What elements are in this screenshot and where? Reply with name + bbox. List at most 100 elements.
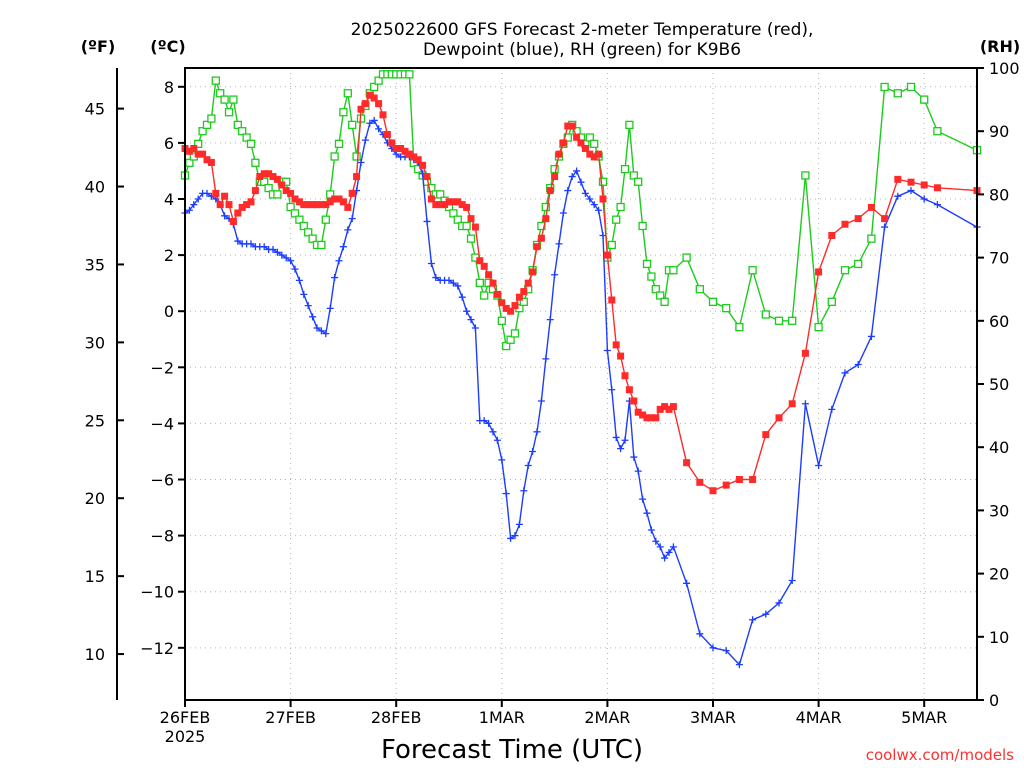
rh-tick-label: 90	[989, 122, 1009, 141]
dewpoint-point	[630, 453, 638, 461]
temperature-point	[441, 201, 449, 209]
temperature-point	[375, 100, 383, 108]
celsius-tick-label: −4	[150, 414, 174, 433]
dewpoint-point	[568, 173, 576, 181]
rh-point	[550, 164, 559, 174]
rh-point	[207, 114, 216, 123]
dewpoint-point	[749, 616, 757, 624]
rh-point	[827, 297, 836, 306]
dewpoint-point	[423, 217, 431, 225]
temperature-point	[542, 215, 550, 223]
fahrenheit-tick-label: 40	[85, 178, 105, 197]
temperature-point	[225, 201, 233, 209]
temperature-point	[634, 408, 642, 416]
temperature-point	[229, 217, 237, 225]
temperature-point	[401, 147, 409, 155]
celsius-tick-label: −12	[140, 639, 174, 658]
dewpoint-point	[515, 520, 523, 528]
rh-point	[590, 139, 599, 148]
rh-point	[453, 215, 462, 224]
temperature-point	[287, 189, 295, 197]
temperature-point	[269, 173, 277, 181]
rh-tick-label: 0	[989, 691, 999, 710]
temperature-point	[432, 201, 440, 209]
rh-point	[202, 120, 212, 130]
dewpoint-point	[260, 243, 268, 251]
temperature-series	[181, 91, 981, 495]
temperature-point	[471, 223, 479, 231]
temperature-point	[282, 187, 290, 195]
dewpoint-point	[520, 487, 528, 495]
temperature-point	[537, 234, 545, 242]
x-tick-label: 27FEB	[265, 708, 316, 727]
dewpoint-point	[344, 226, 352, 234]
dewpoint-point	[463, 307, 471, 315]
temperature-point	[515, 293, 523, 301]
x-tick-label: 1MAR	[479, 708, 525, 727]
dewpoint-point	[652, 537, 660, 545]
temperature-point	[498, 299, 506, 307]
temperature-point	[661, 403, 669, 411]
x-tick-label: 3MAR	[690, 708, 736, 727]
dewpoint-point	[458, 293, 466, 301]
rh-point	[801, 171, 810, 180]
temperature-point	[414, 156, 422, 164]
rh-tick-label: 100	[989, 59, 1020, 78]
temperature-point	[331, 195, 339, 203]
rh-point	[708, 297, 718, 306]
x-tick-label: 28FEB	[371, 708, 422, 727]
dewpoint-series	[181, 116, 981, 669]
rh-point	[242, 133, 251, 142]
rh-point	[299, 221, 308, 231]
temperature-point	[348, 189, 356, 197]
fahrenheit-tick-label: 35	[85, 255, 105, 274]
dewpoint-point	[881, 223, 889, 231]
temperature-point	[467, 215, 475, 223]
dewpoint-point	[498, 456, 506, 464]
dewpoint-point	[762, 610, 770, 618]
rh-point	[308, 234, 317, 243]
temperature-point	[533, 243, 541, 251]
temperature-point	[564, 122, 572, 130]
rh-point	[519, 297, 528, 306]
fahrenheit-tick-label: 30	[85, 333, 105, 352]
temperature-point	[612, 341, 620, 349]
dewpoint-point	[366, 119, 374, 127]
dewpoint-point	[665, 548, 673, 556]
dewpoint-point	[933, 201, 941, 209]
temperature-point	[427, 195, 435, 203]
temperature-point	[190, 145, 198, 153]
temperature-point	[485, 271, 493, 279]
dewpoint-point	[590, 201, 598, 209]
rh-point	[880, 82, 889, 92]
dewpoint-point	[639, 495, 647, 503]
dewpoint-point	[656, 543, 664, 551]
temperature-point	[801, 349, 809, 357]
plot-frame	[184, 67, 978, 701]
temperature-point	[449, 198, 457, 206]
rh-point	[893, 89, 902, 98]
rh-point	[229, 95, 238, 104]
dewpoint-point	[309, 313, 317, 321]
dewpoint-point	[621, 436, 629, 444]
celsius-tick-label: −6	[150, 471, 174, 490]
temperature-point	[524, 279, 532, 287]
temperature-point	[529, 268, 537, 276]
dewpoint-point	[647, 526, 655, 534]
temperature-point	[313, 201, 321, 209]
temperature-point	[234, 209, 242, 217]
temperature-point	[696, 478, 704, 486]
temperature-point	[683, 459, 691, 467]
rh-point	[774, 316, 784, 325]
dewpoint-point	[828, 405, 836, 413]
rh-point	[286, 202, 295, 212]
rh-point	[598, 177, 608, 186]
rh-point	[198, 127, 207, 136]
temperature-point	[502, 304, 510, 312]
dewpoint-point	[564, 187, 572, 195]
rh-point	[634, 177, 643, 186]
temperature-point	[568, 122, 576, 130]
temperature-point	[630, 397, 638, 405]
